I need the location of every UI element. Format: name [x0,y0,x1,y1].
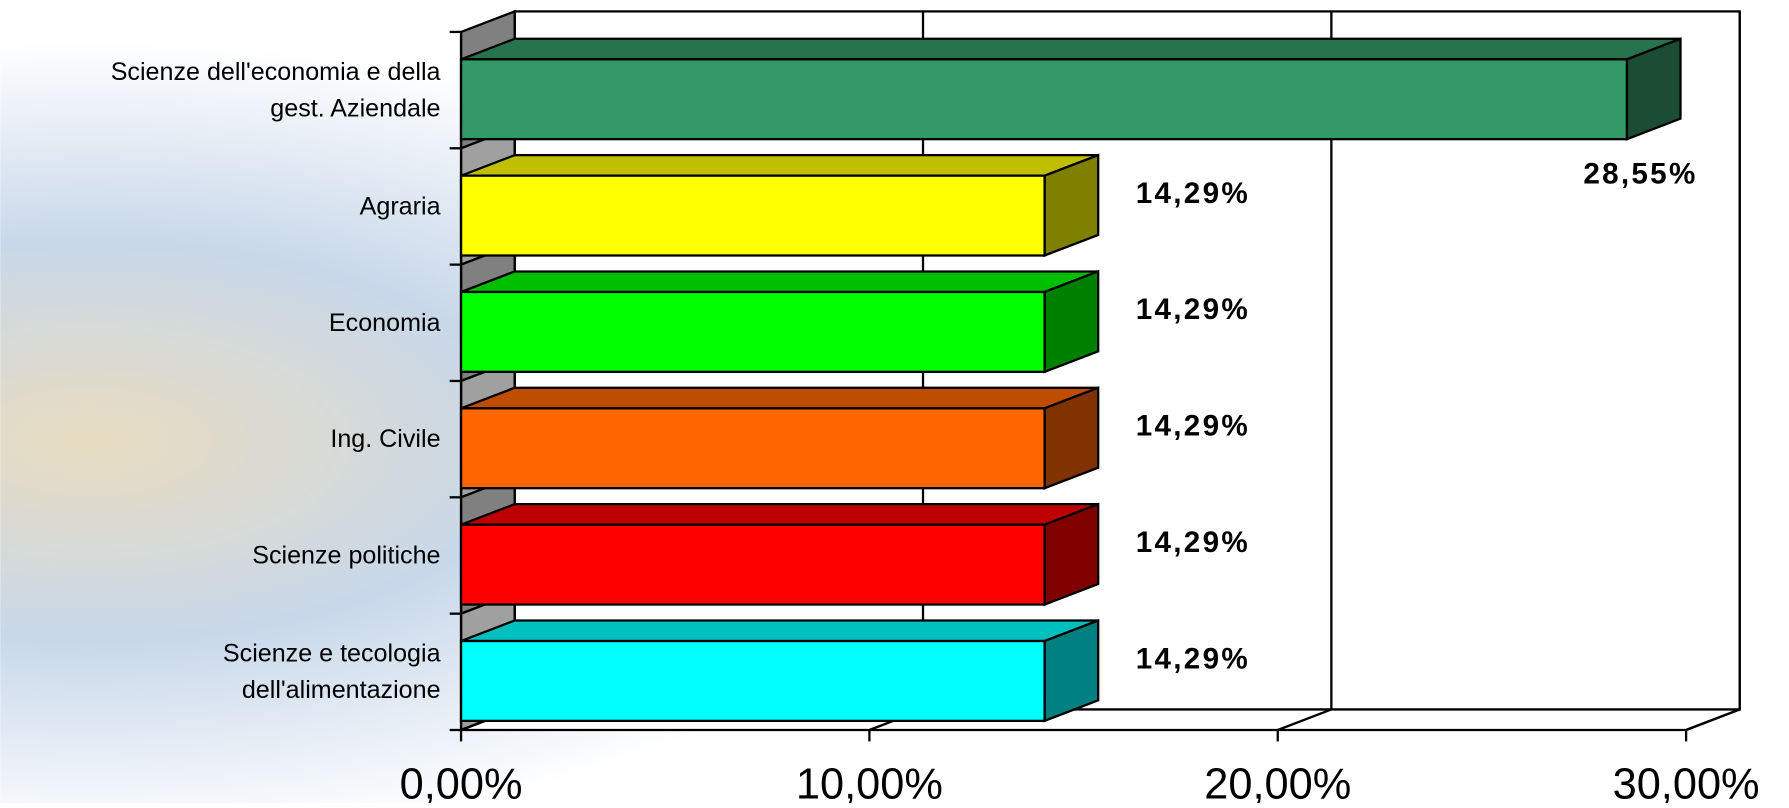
bar [459,639,1046,723]
category-label-box: Scienze e tecologia dell'alimentazione [222,638,441,704]
category-label-box: Economia [328,307,441,337]
category-label: Scienze dell'economia e della gest. Azie… [110,57,441,123]
grid-line [1277,708,1332,732]
category-label-box: Ing. Civile [330,424,441,453]
bar-top [460,619,1099,643]
bar-top [460,37,1681,61]
grid-line [1685,708,1741,732]
bar-top [460,270,1099,294]
data-label: 14,29% [1136,526,1250,559]
data-label: 14,29% [1136,410,1250,443]
data-label: 28,55% [1583,157,1697,190]
bar-top [460,503,1099,526]
category-label: Scienze politiche [252,540,441,570]
category-label: Scienze e tecologia dell'alimentazione [222,638,441,704]
bar-top [460,386,1099,410]
category-label-box: Agraria [359,191,441,221]
bar [459,290,1046,373]
bar [459,174,1046,257]
bar [459,58,1629,141]
x-tick-label: 20,00% [1204,760,1351,803]
bar [459,523,1046,606]
data-label: 14,29% [1136,293,1250,326]
bar-top [460,153,1099,177]
x-tick-label: 10,00% [796,760,943,803]
category-label-box: Scienze politiche [252,540,441,570]
category-label-box: Scienze dell'economia e della gest. Azie… [110,57,441,123]
category-label: Agraria [359,191,441,221]
category-label: Ing. Civile [330,424,441,453]
data-label: 14,29% [1136,642,1250,675]
category-label: Economia [328,307,441,337]
data-label: 14,29% [1136,177,1250,210]
x-tick-label: 30,00% [1613,760,1760,803]
bar [459,407,1046,490]
x-tick-label: 0,00% [400,760,523,803]
